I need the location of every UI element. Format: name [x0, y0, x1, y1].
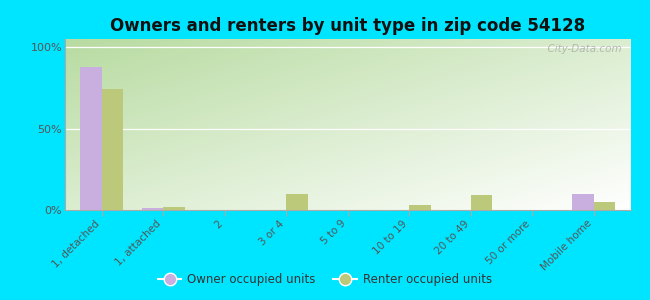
Text: City-Data.com: City-Data.com — [541, 44, 622, 54]
Bar — [102, 89, 124, 210]
Bar — [593, 202, 615, 210]
Legend: Owner occupied units, Renter occupied units: Owner occupied units, Renter occupied un… — [153, 269, 497, 291]
Title: Owners and renters by unit type in zip code 54128: Owners and renters by unit type in zip c… — [111, 17, 585, 35]
Bar — [142, 208, 163, 210]
Bar — [81, 67, 102, 210]
Bar — [471, 195, 492, 210]
Bar — [410, 205, 431, 210]
Bar — [572, 194, 593, 210]
Bar — [286, 194, 308, 210]
Bar — [163, 207, 185, 210]
